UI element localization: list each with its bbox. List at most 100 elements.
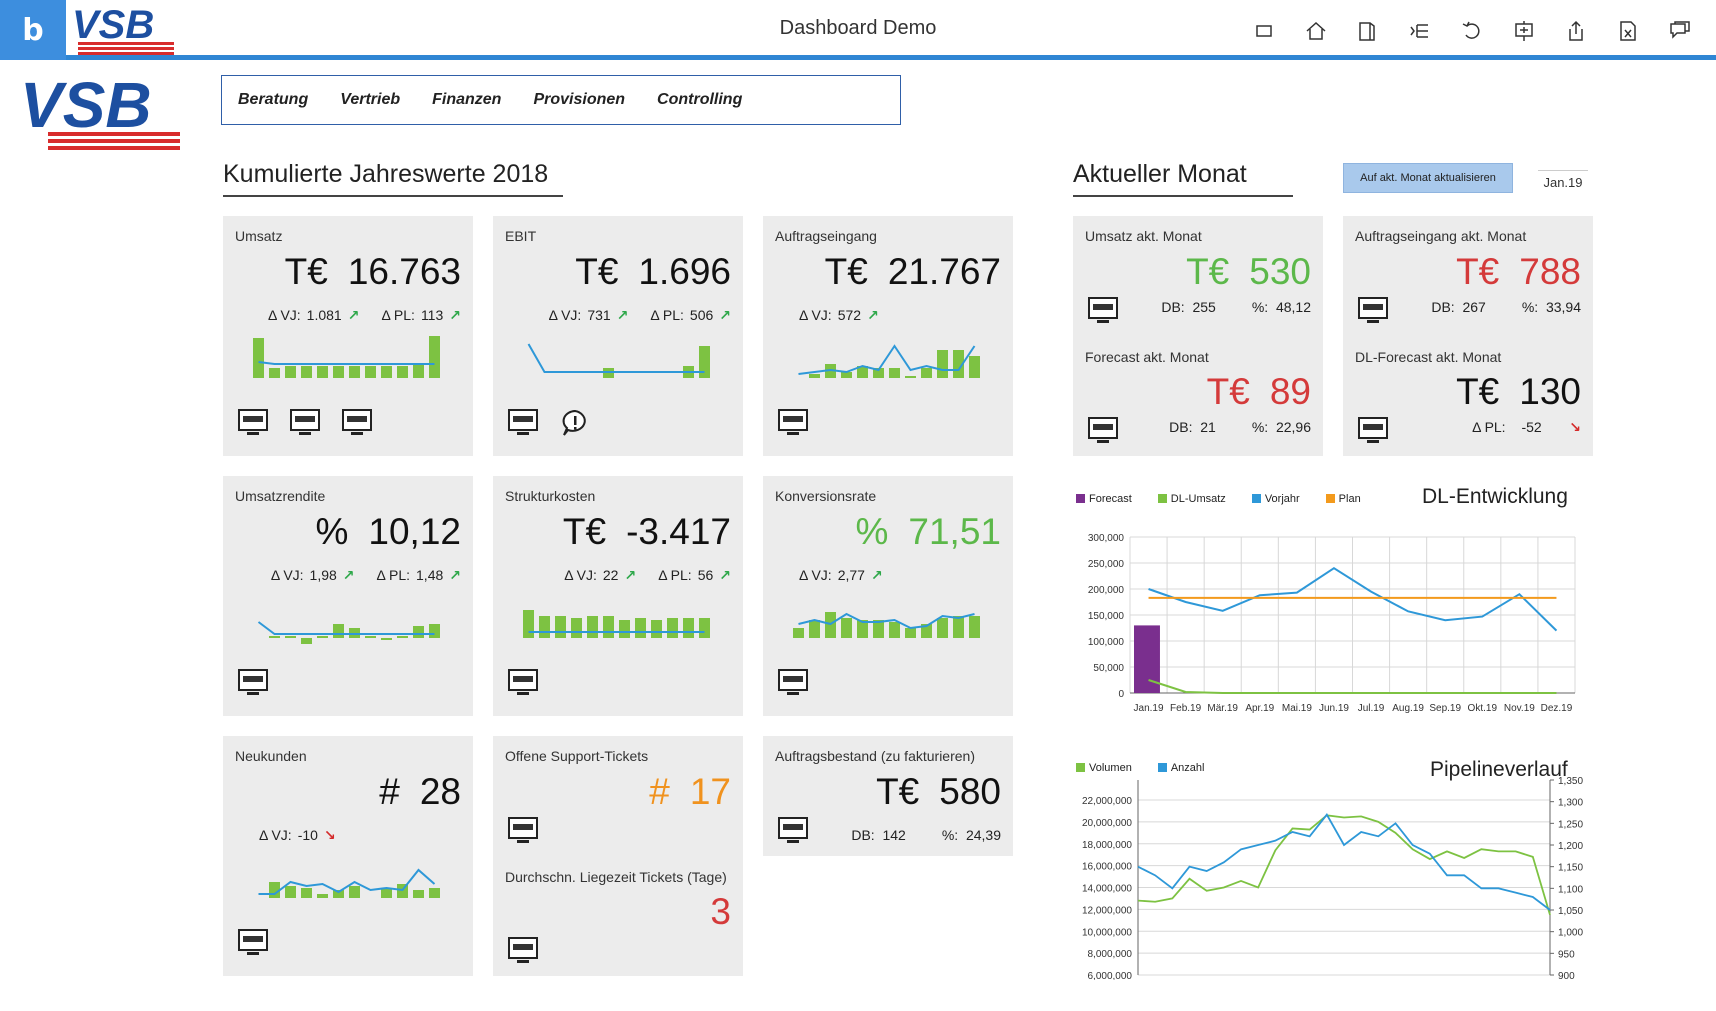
x-tick-label: Okt.19 [1468,703,1498,714]
delta-pl: Δ PL: 506 ↗ [650,307,731,323]
vsb-logo: VSB [20,72,180,150]
app-tile[interactable]: b [0,0,66,60]
card-deltas: Δ VJ: 1.081 ↗ Δ PL: 113 ↗ [223,307,461,324]
cur-value-3: T€ 130 [1456,371,1581,412]
y-tick-label: 250,000 [1088,559,1125,570]
series-line-Volumen [1137,814,1551,916]
month-selector[interactable]: Jan.19 [1538,170,1588,194]
y-tick-label: 100,000 [1088,637,1125,648]
y-tick-label: 12,000,000 [1082,905,1132,916]
legend-swatch [1251,494,1261,503]
legend-swatch [1157,763,1167,772]
cur-label-0: Umsatz akt. Monat [1085,228,1202,244]
legend-swatch [1325,494,1335,503]
cur-label-1: Auftragseingang akt. Monat [1355,228,1527,244]
monitor-icon[interactable] [777,408,809,438]
sparkline [798,344,980,378]
cur-value-0: T€ 530 [1186,251,1311,292]
monitor-icon[interactable] [237,408,269,438]
spark-bar [809,374,820,378]
share-icon[interactable] [1550,16,1602,46]
monitor-icon[interactable] [1357,416,1389,446]
alert-bubble-icon[interactable] [559,408,591,438]
value: 580 [939,771,1001,812]
arrow-up-icon: ↗ [342,567,355,583]
spark-bar [873,620,884,638]
card-icons [777,408,809,438]
monitor-icon[interactable] [507,936,539,966]
spark-bar [873,368,884,378]
book-icon[interactable] [1342,16,1394,46]
spark-bar [841,372,852,378]
card-sub: DB: 142 %: 24,39 [763,827,1001,843]
excel-icon[interactable] [1602,16,1654,46]
cumulative-title: Kumulierte Jahreswerte 2018 [223,160,563,197]
spark-bar [413,890,424,898]
arrow-up-icon: ↗ [449,567,461,583]
card-value: % 10,12 [316,511,462,553]
kpi-card: Umsatz T€ 16.763 Δ VJ: 1.081 ↗ Δ PL: 113 ↗ [223,216,473,456]
spark-bar [285,636,296,638]
card-deltas: Δ VJ: 731 ↗ Δ PL: 506 ↗ [493,307,731,324]
y-tick-label: 10,000,000 [1082,927,1132,938]
card-icons [1357,416,1389,446]
card-value: #17 [649,771,731,813]
sparkline [257,621,440,644]
series-line-Vorjahr [1148,567,1558,632]
tree-icon[interactable] [1394,16,1446,46]
home-icon[interactable] [1290,16,1342,46]
window-icon[interactable] [1238,16,1290,46]
comment-icon[interactable] [1654,16,1706,46]
value: 28 [419,771,461,812]
monitor-icon[interactable] [1087,416,1119,446]
spark-bar [349,886,360,898]
chart-1-svg: 300,000 250,000 200,000 150,000 100,000 50,00… [1088,533,1576,714]
card-icons [507,668,539,698]
monitor-icon[interactable] [237,668,269,698]
card-icons [777,816,809,846]
monitor-icon[interactable] [237,928,269,958]
chart-dl-entwicklung: Forecast DL-Umsatz Vorjahr Plan DL-Entwickl… [1070,485,1590,725]
spark-bar [365,636,376,638]
card-label: Auftragseingang [775,228,877,244]
presentation-icon[interactable] [1498,16,1550,46]
monitor-icon[interactable] [289,408,321,438]
value: 71,51 [908,511,1001,552]
nav-item-controlling[interactable]: Controlling [657,91,743,108]
legend-item: DL-Umsatz [1157,493,1226,505]
y-tick-label: 0 [1118,689,1124,700]
x-tick-label: Mär.19 [1207,703,1238,714]
undo-icon[interactable] [1446,16,1498,46]
arrow-up-icon: ↗ [616,307,629,323]
spark-bar [809,620,820,638]
monitor-icon[interactable] [341,408,373,438]
app-tile-letter: b [22,12,44,48]
x-tick-label: Mai.19 [1282,703,1312,714]
monitor-icon[interactable] [1087,296,1119,326]
monitor-icon[interactable] [507,816,539,846]
cur-sub-3: Δ PL: -52 ↘ [1472,419,1581,435]
monitor-icon[interactable] [507,668,539,698]
y-tick-label: 16,000,000 [1082,862,1132,873]
y-tick-label: 22,000,000 [1082,796,1132,807]
nav-item-provisionen[interactable]: Provisionen [533,91,626,108]
monitor-icon[interactable] [777,668,809,698]
nav-item-finanzen[interactable]: Finanzen [432,91,502,108]
delta-pl: Δ PL: 56 ↗ [658,567,731,583]
logo-text: VSB [72,3,154,47]
card-icons [237,408,373,438]
spark-bar [269,882,280,898]
monitor-icon[interactable] [1357,296,1389,326]
app-title: Dashboard Demo [779,17,937,39]
monitor-icon[interactable] [507,408,539,438]
x-tick-label: Feb.19 [1170,703,1202,714]
nav-item-beratung[interactable]: Beratung [238,91,309,108]
delta-pl: Δ PL: 113 ↗ [381,307,461,323]
spark-bar [889,622,900,638]
update-month-button[interactable]: Auf akt. Monat aktualisieren [1343,163,1513,193]
monitor-icon[interactable] [777,816,809,846]
spark-bar [937,350,948,378]
spark-bar [969,616,980,638]
spark-bar [571,618,582,638]
nav-item-vertrieb[interactable]: Vertrieb [340,91,401,108]
